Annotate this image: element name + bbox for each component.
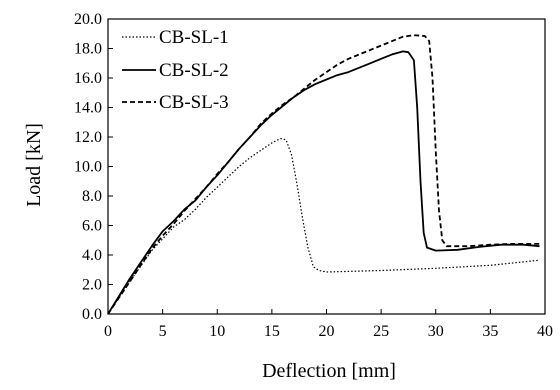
y-tick-label: 16.0 (74, 70, 102, 87)
x-tick-label: 0 (104, 323, 112, 340)
legend: CB-SL-1 CB-SL-2 CB-SL-3 (122, 27, 229, 113)
x-tick-label: 40 (537, 323, 553, 340)
y-tick-label: 2.0 (82, 277, 102, 294)
x-tick-label: 25 (373, 323, 389, 340)
x-tick-label: 20 (319, 323, 335, 340)
y-tick-label: 14.0 (74, 100, 102, 117)
series-line-cb-sl-3 (107, 34, 540, 315)
series-layer (107, 34, 540, 315)
y-tick-label: 12.0 (74, 129, 102, 146)
x-tick-label: 35 (482, 323, 498, 340)
legend-label-cb-sl-2: CB-SL-2 (159, 60, 229, 81)
y-tick-label: 8.0 (82, 188, 102, 205)
x-tick-label: 5 (159, 323, 167, 340)
series-line-cb-sl-2 (107, 50, 540, 315)
legend-label-cb-sl-1: CB-SL-1 (159, 27, 229, 48)
y-tick-label: 18.0 (74, 41, 102, 58)
series-line-cb-sl-1 (107, 137, 540, 315)
y-tick-label: 20.0 (74, 11, 102, 28)
axis-layer: 0 5 10 15 20 25 30 35 40 0.0 2.0 4.0 6.0 8.0 10.0 12.0 1… (74, 11, 553, 340)
x-tick-label: 10 (209, 323, 225, 340)
x-tick-label: 15 (264, 323, 280, 340)
x-tick-label: 30 (428, 323, 444, 340)
legend-label-cb-sl-3: CB-SL-3 (159, 92, 229, 113)
y-tick-label: 4.0 (82, 247, 102, 264)
y-tick-label: 10.0 (74, 159, 102, 176)
y-tick-label: 6.0 (82, 218, 102, 235)
x-axis-title: Deflection [mm] (262, 360, 396, 382)
y-axis-title: Load [kN] (23, 123, 45, 207)
y-tick-label: 0.0 (82, 306, 102, 323)
